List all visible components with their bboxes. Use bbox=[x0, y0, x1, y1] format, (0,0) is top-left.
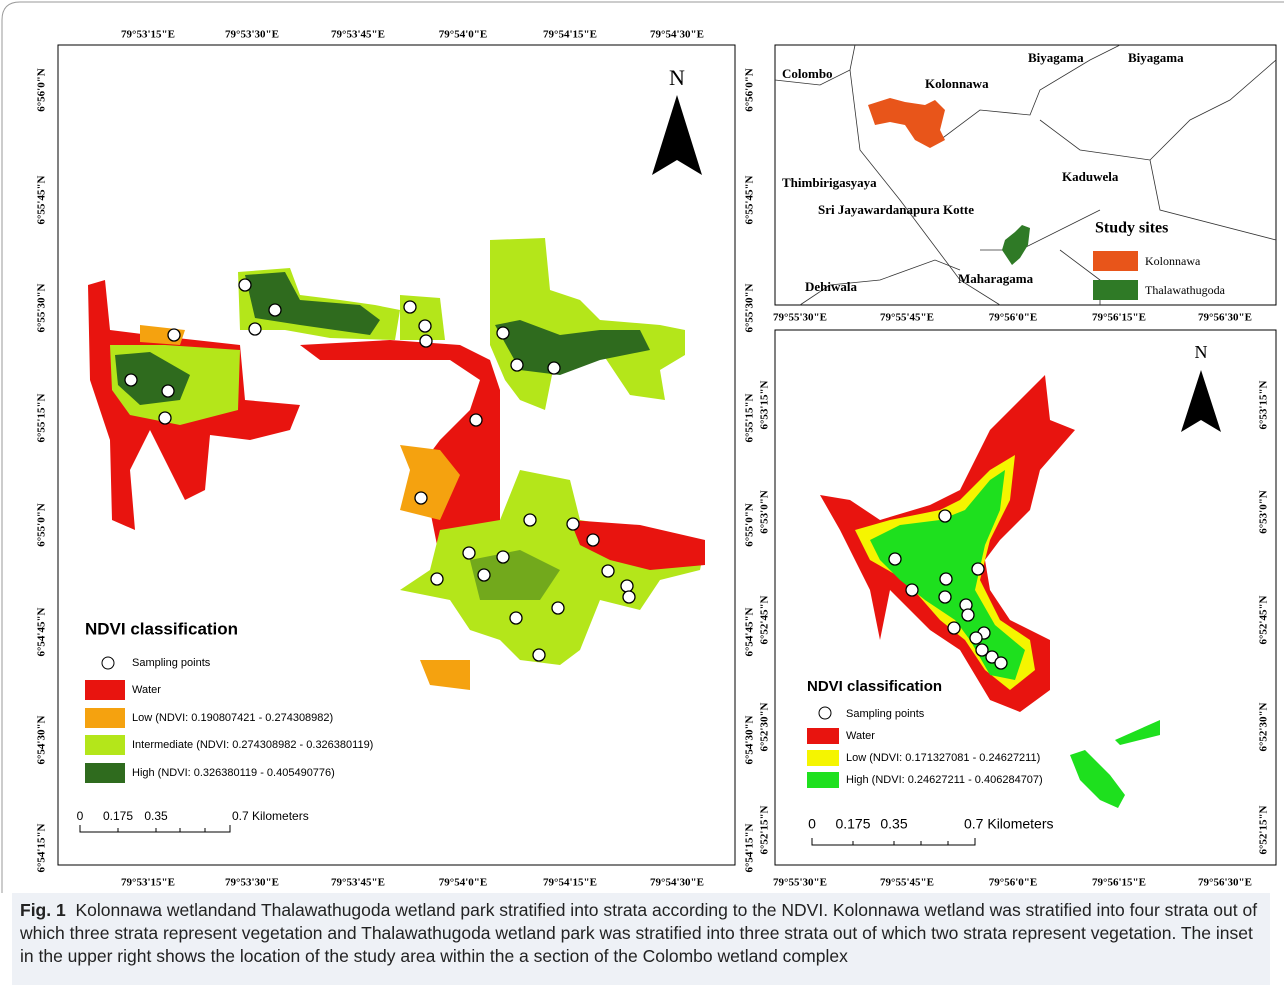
lat-label: 6°55'0"N bbox=[744, 503, 756, 547]
lat-label: 6°55'15"N bbox=[36, 393, 48, 442]
scale-label: 0.35 bbox=[880, 816, 907, 832]
place-label: Sri Jayawardanapura Kotte bbox=[818, 202, 974, 217]
legend-label: Water bbox=[846, 730, 875, 742]
lon-label: 79°55'30"E bbox=[773, 877, 827, 889]
lat-label: 6°54'45"N bbox=[36, 607, 48, 656]
lon-label: 79°54'15"E bbox=[543, 29, 597, 41]
scale-label: 0.35 bbox=[144, 809, 168, 823]
lat-label: 6°52'45"N bbox=[1258, 595, 1270, 644]
lat-label: 6°54'15"N bbox=[744, 823, 756, 872]
lat-label: 6°56'0"N bbox=[744, 68, 756, 112]
lon-label: 79°53'15"E bbox=[121, 29, 175, 41]
lat-label: 6°52'15"N bbox=[759, 805, 771, 854]
lat-label: 6°53'15"N bbox=[759, 380, 771, 429]
caption-text: Kolonnawa wetlandand Thalawathugoda wetl… bbox=[20, 900, 1257, 966]
place-label: Maharagama bbox=[958, 271, 1034, 286]
lon-label: 79°54'15"E bbox=[543, 877, 597, 889]
legend-title: NDVI classification bbox=[807, 678, 942, 695]
lat-label: 6°54'30"N bbox=[36, 715, 48, 764]
lon-label: 79°53'45"E bbox=[331, 29, 385, 41]
caption: Fig. 1 Kolonnawa wetlandand Thalawathugo… bbox=[12, 893, 1270, 985]
lon-label: 79°56'30"E bbox=[1198, 312, 1252, 324]
lat-label: 6°52'30"N bbox=[759, 702, 771, 751]
legend-label: Sampling points bbox=[132, 657, 211, 669]
caption-label: Fig. 1 bbox=[20, 900, 66, 920]
scale-label: 0.175 bbox=[103, 809, 133, 823]
legend-label: Kolonnawa bbox=[1145, 254, 1201, 268]
legend-label: High (NDVI: 0.326380119 - 0.405490776) bbox=[132, 767, 335, 779]
lat-label: 6°55'30"N bbox=[36, 283, 48, 332]
place-label: Kaduwela bbox=[1062, 169, 1119, 184]
lat-label: 6°54'15"N bbox=[36, 823, 48, 872]
lon-label: 79°55'45"E bbox=[880, 312, 934, 324]
lat-label: 6°52'15"N bbox=[1258, 805, 1270, 854]
lon-label: 79°54'30"E bbox=[650, 29, 704, 41]
legend-title: Study sites bbox=[1095, 220, 1168, 237]
place-label: Kolonnawa bbox=[925, 76, 989, 91]
place-label: Biyagama bbox=[1128, 50, 1184, 65]
lon-label: 79°54'0"E bbox=[439, 29, 487, 41]
place-label: Thimbirigasyaya bbox=[782, 175, 877, 190]
legend-title: NDVI classification bbox=[85, 619, 238, 638]
legend-label: Water bbox=[132, 684, 161, 696]
figure: N NDVI classification Sampling points Wa… bbox=[0, 0, 1284, 985]
place-label: Biyagama bbox=[1028, 50, 1084, 65]
scale-label: 0.7 Kilometers bbox=[964, 816, 1053, 832]
lon-label: 79°53'15"E bbox=[121, 877, 175, 889]
place-label: Dehiwala bbox=[805, 279, 858, 294]
lon-label: 79°56'0"E bbox=[989, 312, 1037, 324]
lat-label: 6°55'0"N bbox=[36, 503, 48, 547]
legend-label: Low (NDVI: 0.171327081 - 0.24627211) bbox=[846, 752, 1040, 764]
north-label: N bbox=[1195, 342, 1208, 362]
lat-label: 6°55'30"N bbox=[744, 283, 756, 332]
lat-label: 6°53'0"N bbox=[1258, 490, 1270, 534]
scale-label: 0 bbox=[77, 809, 84, 823]
lon-label: 79°56'15"E bbox=[1092, 877, 1146, 889]
place-label: Colombo bbox=[782, 66, 833, 81]
legend-label: Thalawathugoda bbox=[1145, 283, 1226, 297]
lat-label: 6°56'0"N bbox=[36, 68, 48, 112]
lat-label: 6°55'15"N bbox=[744, 393, 756, 442]
lon-label: 79°54'0"E bbox=[439, 877, 487, 889]
lon-label: 79°53'30"E bbox=[225, 877, 279, 889]
lat-label: 6°53'0"N bbox=[759, 490, 771, 534]
lon-label: 79°56'15"E bbox=[1092, 312, 1146, 324]
lat-label: 6°54'30"N bbox=[744, 715, 756, 764]
lat-label: 6°53'15"N bbox=[1258, 380, 1270, 429]
lon-label: 79°56'30"E bbox=[1198, 877, 1252, 889]
lon-label: 79°54'30"E bbox=[650, 877, 704, 889]
north-label: N bbox=[669, 65, 685, 90]
maps: N NDVI classification Sampling points Wa… bbox=[0, 0, 1284, 893]
lat-label: 6°55'45"N bbox=[36, 175, 48, 224]
legend-label: Sampling points bbox=[846, 708, 925, 720]
lat-label: 6°52'45"N bbox=[759, 595, 771, 644]
lat-label: 6°54'45"N bbox=[744, 607, 756, 656]
lon-label: 79°55'30"E bbox=[773, 312, 827, 324]
lat-label: 6°52'30"N bbox=[1258, 702, 1270, 751]
lon-label: 79°55'45"E bbox=[880, 877, 934, 889]
scale-label: 0.175 bbox=[835, 816, 870, 832]
lon-label: 79°56'0"E bbox=[989, 877, 1037, 889]
legend-label: Low (NDVI: 0.190807421 - 0.274308982) bbox=[132, 712, 333, 724]
lat-label: 6°55'45"N bbox=[744, 175, 756, 224]
scale-label: 0 bbox=[808, 816, 816, 832]
legend-label: High (NDVI: 0.24627211 - 0.406284707) bbox=[846, 774, 1043, 786]
scale-label: 0.7 Kilometers bbox=[232, 809, 309, 823]
legend-label: Intermediate (NDVI: 0.274308982 - 0.3263… bbox=[132, 739, 373, 751]
lon-label: 79°53'45"E bbox=[331, 877, 385, 889]
lon-label: 79°53'30"E bbox=[225, 29, 279, 41]
